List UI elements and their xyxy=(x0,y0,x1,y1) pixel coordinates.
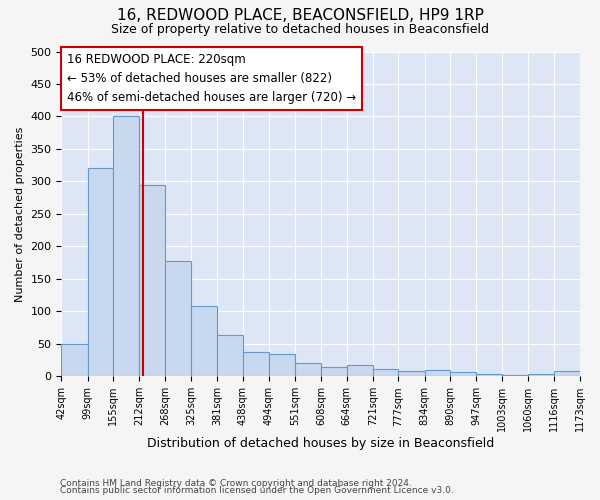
Bar xyxy=(269,354,295,376)
Bar xyxy=(191,306,217,376)
Bar xyxy=(295,364,321,376)
Bar xyxy=(243,352,269,376)
Bar xyxy=(554,371,580,376)
Text: 16, REDWOOD PLACE, BEACONSFIELD, HP9 1RP: 16, REDWOOD PLACE, BEACONSFIELD, HP9 1RP xyxy=(116,8,484,22)
Text: Contains public sector information licensed under the Open Government Licence v3: Contains public sector information licen… xyxy=(60,486,454,495)
Text: Contains HM Land Registry data © Crown copyright and database right 2024.: Contains HM Land Registry data © Crown c… xyxy=(60,478,412,488)
Text: 16 REDWOOD PLACE: 220sqm
← 53% of detached houses are smaller (822)
46% of semi-: 16 REDWOOD PLACE: 220sqm ← 53% of detach… xyxy=(67,53,356,104)
Bar xyxy=(347,364,373,376)
Bar xyxy=(139,184,165,376)
Bar xyxy=(61,344,88,376)
Text: Size of property relative to detached houses in Beaconsfield: Size of property relative to detached ho… xyxy=(111,22,489,36)
X-axis label: Distribution of detached houses by size in Beaconsfield: Distribution of detached houses by size … xyxy=(147,437,494,450)
Bar xyxy=(502,375,528,376)
Bar xyxy=(321,366,347,376)
Bar xyxy=(450,372,476,376)
Bar xyxy=(398,371,425,376)
Bar xyxy=(373,368,398,376)
Y-axis label: Number of detached properties: Number of detached properties xyxy=(15,126,25,302)
Bar xyxy=(88,168,113,376)
Bar xyxy=(528,374,554,376)
Bar xyxy=(113,116,139,376)
Bar xyxy=(165,260,191,376)
Bar xyxy=(425,370,450,376)
Bar xyxy=(217,336,243,376)
Bar xyxy=(476,374,502,376)
